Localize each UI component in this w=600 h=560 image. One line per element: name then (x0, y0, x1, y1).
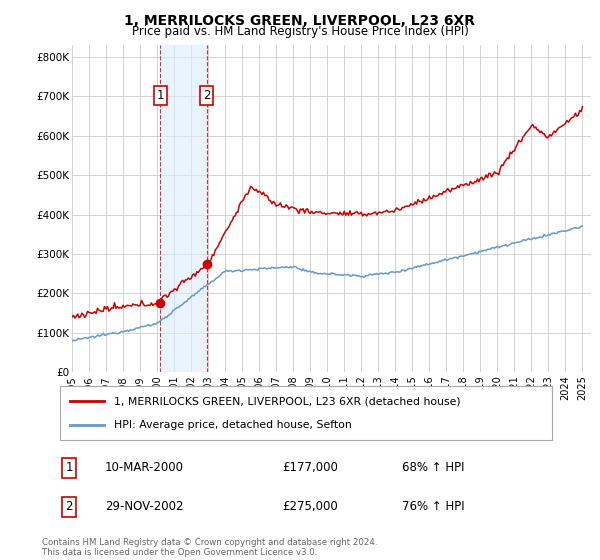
Text: 10-MAR-2000: 10-MAR-2000 (105, 461, 184, 474)
Text: 76% ↑ HPI: 76% ↑ HPI (402, 500, 464, 514)
Text: 1, MERRILOCKS GREEN, LIVERPOOL, L23 6XR (detached house): 1, MERRILOCKS GREEN, LIVERPOOL, L23 6XR … (114, 396, 461, 407)
Text: £275,000: £275,000 (282, 500, 338, 514)
Text: Contains HM Land Registry data © Crown copyright and database right 2024.
This d: Contains HM Land Registry data © Crown c… (42, 538, 377, 557)
Text: 68% ↑ HPI: 68% ↑ HPI (402, 461, 464, 474)
Text: 2: 2 (203, 89, 211, 102)
Text: £177,000: £177,000 (282, 461, 338, 474)
Text: HPI: Average price, detached house, Sefton: HPI: Average price, detached house, Seft… (114, 419, 352, 430)
Bar (160, 45, 206, 372)
Text: 29-NOV-2002: 29-NOV-2002 (105, 500, 184, 514)
Text: 1: 1 (157, 89, 164, 102)
Text: 2: 2 (65, 500, 73, 514)
Text: 1: 1 (65, 461, 73, 474)
Text: Price paid vs. HM Land Registry's House Price Index (HPI): Price paid vs. HM Land Registry's House … (131, 25, 469, 38)
Text: 1, MERRILOCKS GREEN, LIVERPOOL, L23 6XR: 1, MERRILOCKS GREEN, LIVERPOOL, L23 6XR (125, 14, 476, 28)
